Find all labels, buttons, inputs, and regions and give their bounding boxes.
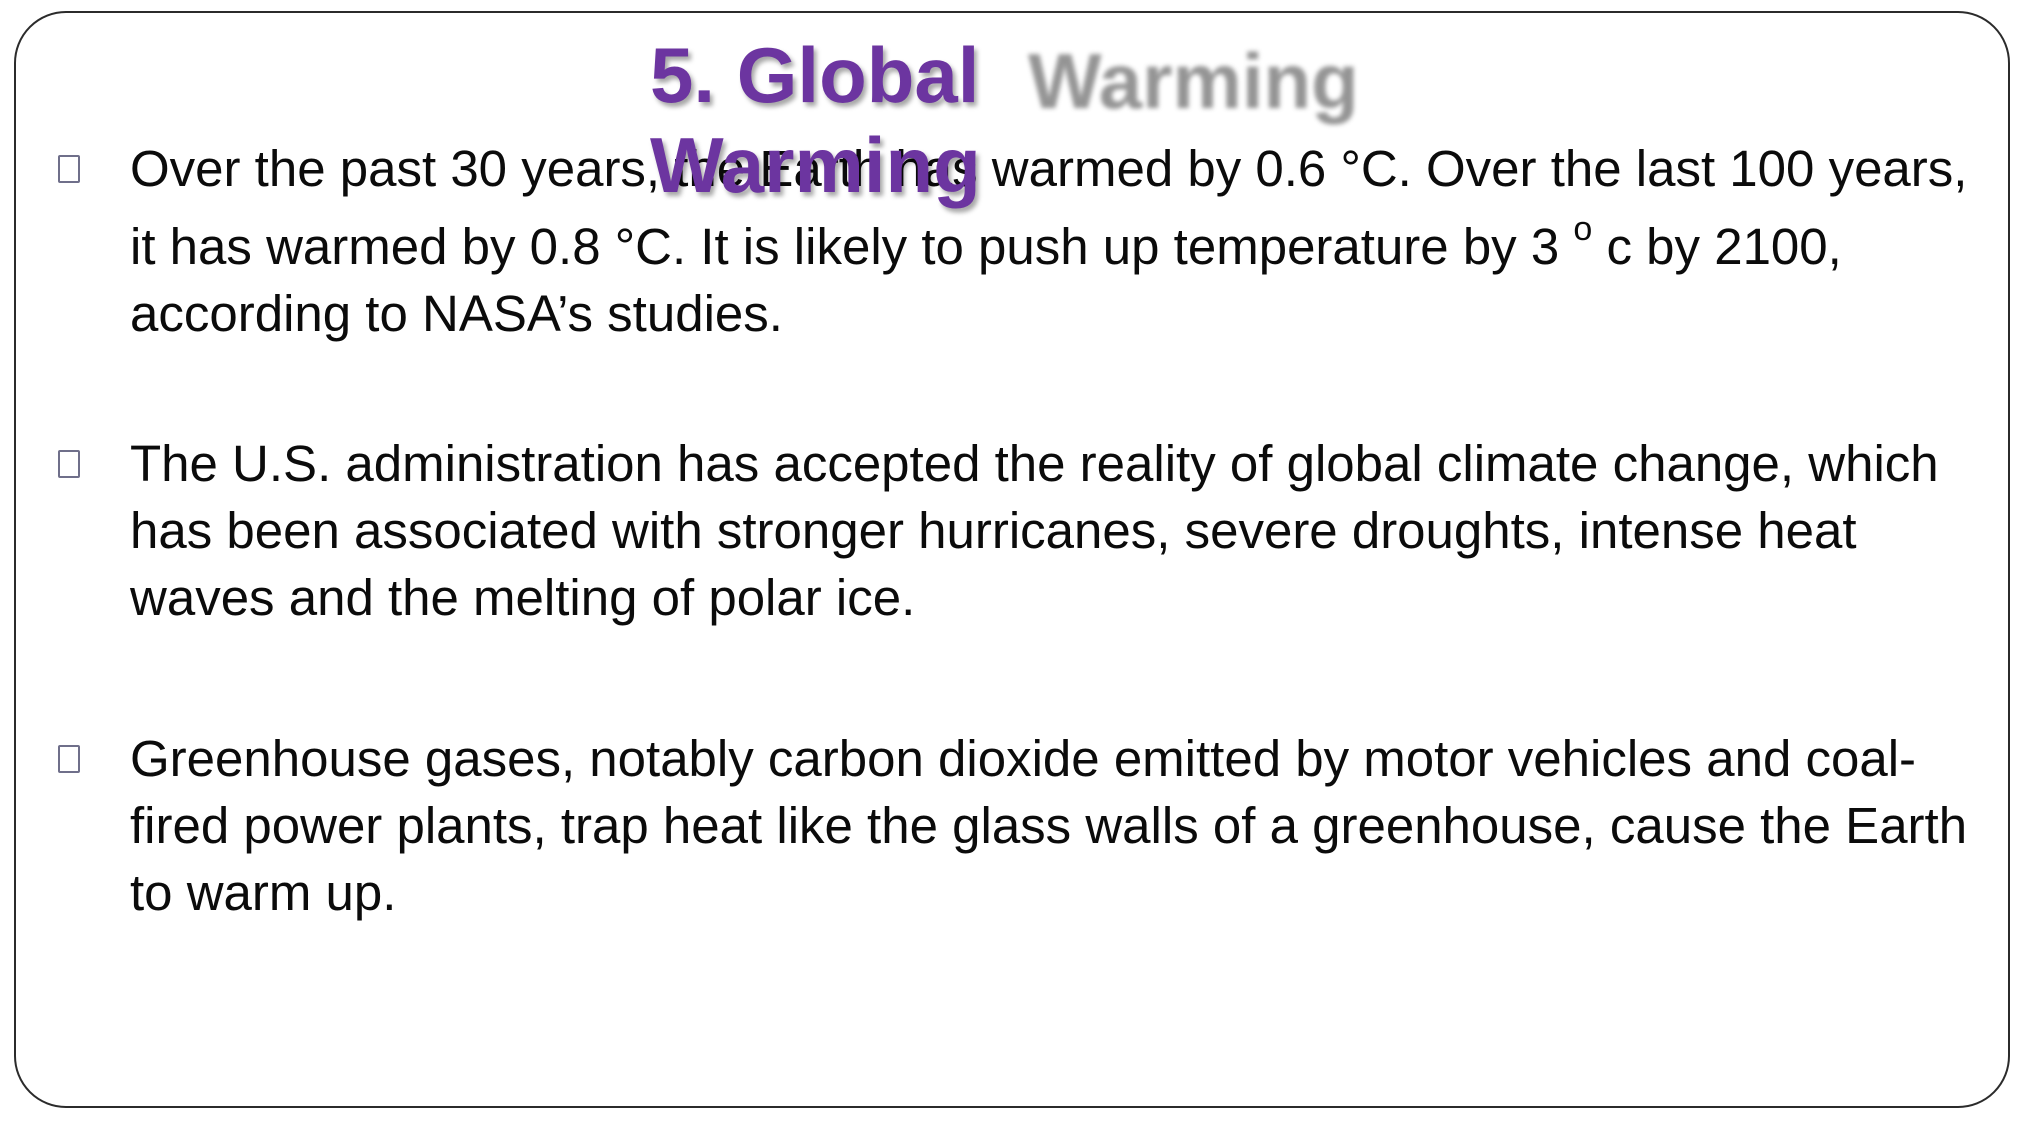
- square-bullet-icon: [58, 745, 80, 773]
- bullet-text: The U.S. administration has accepted the…: [130, 435, 1939, 626]
- bullet-list: Over the past 30 years, the Earth has wa…: [58, 135, 1988, 926]
- bullet-item: Greenhouse gases, notably carbon dioxide…: [58, 725, 1988, 926]
- title-shadow: Warming: [1028, 37, 1359, 125]
- square-bullet-icon: [58, 450, 80, 478]
- slide-title: 5. Global Warming: [650, 31, 981, 209]
- bullet-text: Greenhouse gases, notably carbon dioxide…: [130, 730, 1968, 921]
- square-bullet-icon: [58, 155, 80, 183]
- bullet-text: Over the past 30 years, the Earth has wa…: [130, 140, 1968, 342]
- bullet-item: The U.S. administration has accepted the…: [58, 430, 1988, 631]
- degree-superscript: o: [1573, 210, 1593, 248]
- slide-frame: [14, 11, 2010, 1108]
- bullet-item: Over the past 30 years, the Earth has wa…: [58, 135, 1988, 347]
